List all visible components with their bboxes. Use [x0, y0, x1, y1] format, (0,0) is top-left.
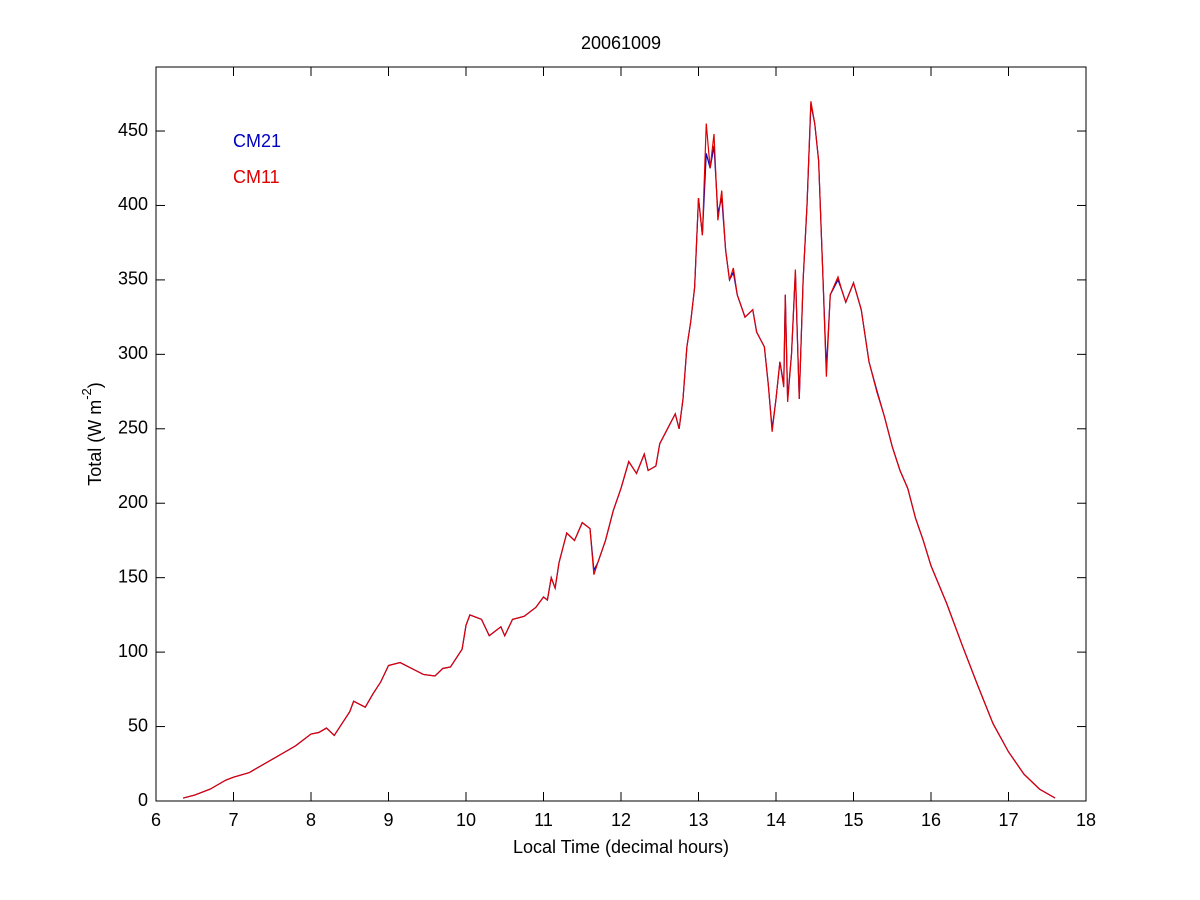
- legend-entry: CM21: [233, 131, 281, 151]
- x-tick-label: 12: [611, 810, 631, 830]
- y-tick-label: 250: [118, 418, 148, 438]
- y-label-main: Total (W m: [85, 400, 105, 486]
- x-tick-label: 17: [998, 810, 1018, 830]
- y-tick-label: 400: [118, 194, 148, 214]
- y-tick-label: 0: [138, 790, 148, 810]
- y-tick-label: 350: [118, 269, 148, 289]
- x-tick-label: 16: [921, 810, 941, 830]
- y-label-end: ): [85, 382, 105, 388]
- y-label-sup: -2: [79, 388, 94, 400]
- series-line: [182, 101, 1056, 799]
- x-tick-label: 11: [534, 810, 553, 830]
- chart-title: 20061009: [581, 33, 661, 53]
- x-tick-label: 15: [843, 810, 863, 830]
- x-tick-label: 13: [688, 810, 708, 830]
- legend-entry: CM11: [233, 167, 280, 187]
- x-tick-label: 6: [151, 810, 161, 830]
- x-tick-label: 8: [306, 810, 316, 830]
- x-axis-label: Local Time (decimal hours): [513, 837, 729, 857]
- y-tick-label: 150: [118, 566, 148, 586]
- x-tick-label: 14: [766, 810, 786, 830]
- x-tick-label: 7: [228, 810, 238, 830]
- x-tick-label: 10: [456, 810, 476, 830]
- y-tick-label: 50: [128, 715, 148, 735]
- x-tick-label: 9: [383, 810, 393, 830]
- y-axis-label: Total (W m-2): [79, 382, 104, 486]
- y-tick-label: 200: [118, 492, 148, 512]
- y-tick-label: 450: [118, 120, 148, 140]
- y-tick-label: 100: [118, 641, 148, 661]
- y-tick-label: 300: [118, 343, 148, 363]
- x-tick-label: 18: [1076, 810, 1096, 830]
